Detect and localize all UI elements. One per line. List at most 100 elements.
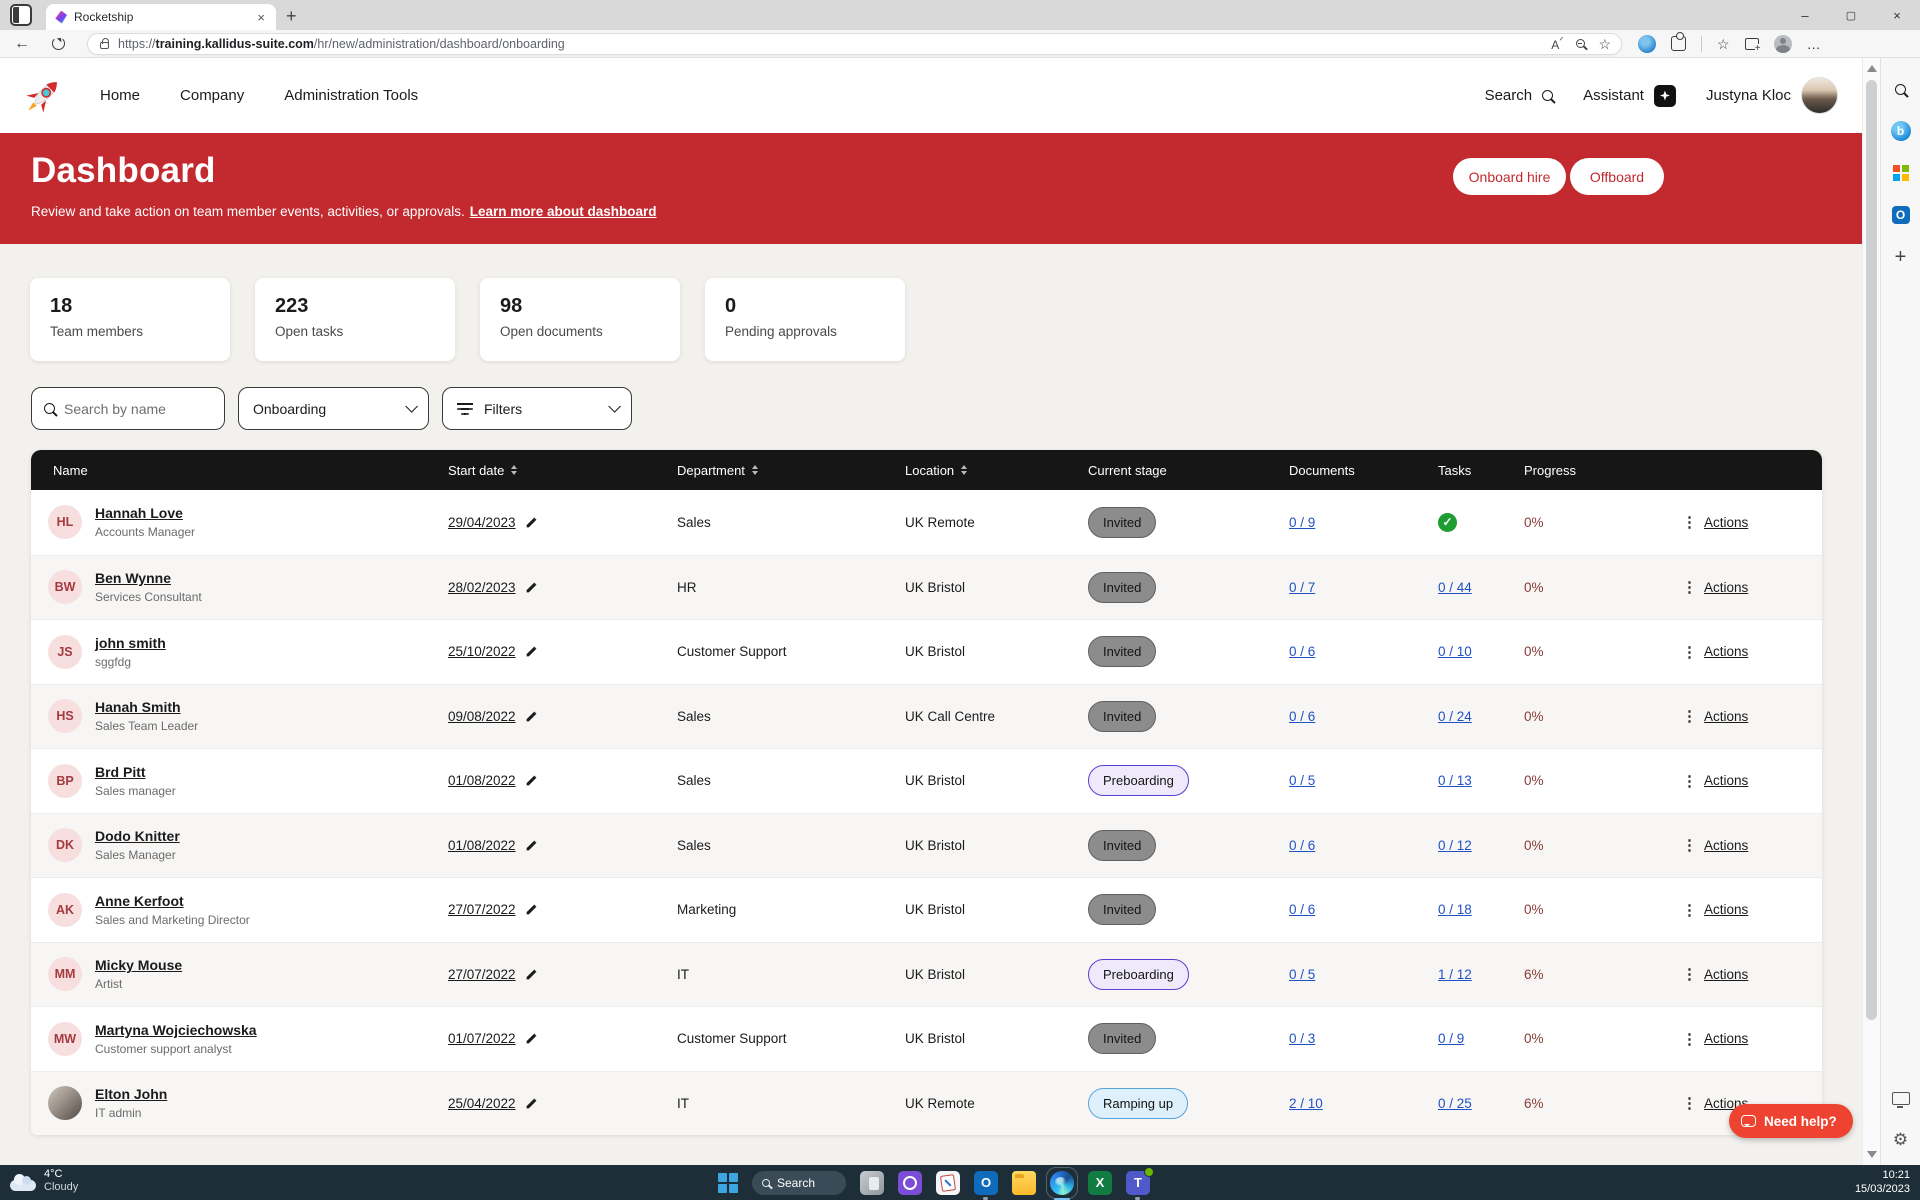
documents-link[interactable]: 0 / 6 xyxy=(1289,902,1315,917)
weather-widget[interactable]: 4°C Cloudy xyxy=(10,1168,78,1194)
learn-more-link[interactable]: Learn more about dashboard xyxy=(470,204,657,219)
collections-icon[interactable] xyxy=(1745,38,1759,50)
edit-date-icon[interactable] xyxy=(525,903,538,916)
start-date-link[interactable]: 27/07/2022 xyxy=(448,967,516,982)
documents-link[interactable]: 0 / 5 xyxy=(1289,967,1315,982)
window-minimize-button[interactable]: – xyxy=(1782,0,1828,30)
edit-date-icon[interactable] xyxy=(525,645,538,658)
documents-link[interactable]: 0 / 6 xyxy=(1289,709,1315,724)
page-scrollbar[interactable] xyxy=(1862,58,1880,1165)
edit-date-icon[interactable] xyxy=(525,1032,538,1045)
start-date-link[interactable]: 29/04/2023 xyxy=(448,515,516,530)
microsoft-365-icon[interactable] xyxy=(1890,162,1912,184)
documents-link[interactable]: 0 / 6 xyxy=(1289,644,1315,659)
tasks-link[interactable]: 0 / 13 xyxy=(1438,773,1472,788)
tasks-link[interactable]: 0 / 24 xyxy=(1438,709,1472,724)
browser-menu-icon[interactable]: … xyxy=(1807,37,1821,51)
kebab-menu-icon[interactable]: ⋮ xyxy=(1682,965,1697,983)
documents-link[interactable]: 0 / 5 xyxy=(1289,773,1315,788)
nav-administration-tools[interactable]: Administration Tools xyxy=(284,87,418,104)
employee-name-link[interactable]: Ben Wynne xyxy=(95,570,202,586)
edge-icon[interactable] xyxy=(1050,1171,1074,1195)
actions-link[interactable]: Actions xyxy=(1704,773,1748,788)
actions-link[interactable]: Actions xyxy=(1704,838,1748,853)
edit-date-icon[interactable] xyxy=(525,1097,538,1110)
extensions-puzzle-icon[interactable] xyxy=(1671,36,1686,51)
actions-link[interactable]: Actions xyxy=(1704,709,1748,724)
browser-profile-icon[interactable] xyxy=(1774,35,1792,53)
start-date-link[interactable]: 28/02/2023 xyxy=(448,580,516,595)
kebab-menu-icon[interactable]: ⋮ xyxy=(1682,578,1697,596)
kebab-menu-icon[interactable]: ⋮ xyxy=(1682,901,1697,919)
window-close-button[interactable]: × xyxy=(1874,0,1920,30)
actions-link[interactable]: Actions xyxy=(1704,1031,1748,1046)
rocketship-logo-icon[interactable] xyxy=(20,73,66,119)
start-date-link[interactable]: 25/04/2022 xyxy=(448,1096,516,1111)
need-help-button[interactable]: Need help? xyxy=(1729,1104,1853,1138)
zoom-out-icon[interactable] xyxy=(1576,39,1585,48)
window-maximize-button[interactable]: ▢ xyxy=(1828,0,1874,30)
nav-company[interactable]: Company xyxy=(180,87,244,104)
employee-name-link[interactable]: Anne Kerfoot xyxy=(95,893,250,909)
sidebar-add-icon[interactable]: + xyxy=(1890,246,1912,268)
scroll-down-icon[interactable] xyxy=(1867,1151,1877,1158)
outlook-sidebar-icon[interactable]: O xyxy=(1890,204,1912,226)
employee-name-link[interactable]: john smith xyxy=(95,635,166,651)
kebab-menu-icon[interactable]: ⋮ xyxy=(1682,1030,1697,1048)
employee-name-link[interactable]: Hanah Smith xyxy=(95,699,198,715)
actions-link[interactable]: Actions xyxy=(1704,902,1748,917)
start-date-link[interactable]: 01/07/2022 xyxy=(448,1031,516,1046)
bing-chat-icon[interactable]: b xyxy=(1890,120,1912,142)
tasks-link[interactable]: 1 / 12 xyxy=(1438,967,1472,982)
clipchamp-icon[interactable] xyxy=(898,1171,922,1195)
nav-home[interactable]: Home xyxy=(100,87,140,104)
column-department[interactable]: Department xyxy=(677,463,905,478)
window-app-icon[interactable] xyxy=(860,1171,884,1195)
tasks-link[interactable]: 0 / 18 xyxy=(1438,902,1472,917)
teams-icon[interactable]: T xyxy=(1126,1171,1150,1195)
tasks-link[interactable]: 0 / 12 xyxy=(1438,838,1472,853)
start-button[interactable] xyxy=(718,1173,738,1193)
kebab-menu-icon[interactable]: ⋮ xyxy=(1682,772,1697,790)
lock-icon[interactable] xyxy=(100,42,109,49)
actions-link[interactable]: Actions xyxy=(1704,644,1748,659)
tasks-link[interactable]: 0 / 10 xyxy=(1438,644,1472,659)
kebab-menu-icon[interactable]: ⋮ xyxy=(1682,707,1697,725)
new-tab-icon[interactable]: + xyxy=(286,7,297,25)
kebab-menu-icon[interactable]: ⋮ xyxy=(1682,1094,1697,1112)
documents-link[interactable]: 0 / 6 xyxy=(1289,838,1315,853)
read-aloud-icon[interactable]: Aᐟ xyxy=(1551,36,1563,52)
extension-icon[interactable] xyxy=(1638,35,1656,53)
tab-close-icon[interactable]: × xyxy=(254,10,268,25)
tasks-link[interactable]: 0 / 44 xyxy=(1438,580,1472,595)
back-icon[interactable]: ← xyxy=(14,35,30,53)
offboard-button[interactable]: Offboard xyxy=(1570,158,1664,195)
file-explorer-icon[interactable] xyxy=(1012,1171,1036,1195)
tasks-link[interactable]: 0 / 9 xyxy=(1438,1031,1464,1046)
edit-date-icon[interactable] xyxy=(525,516,538,529)
onboard-hire-button[interactable]: Onboard hire xyxy=(1453,158,1566,195)
address-bar[interactable]: https://training.kallidus-suite.com/hr/n… xyxy=(87,33,1622,55)
sidebar-screen-icon[interactable] xyxy=(1890,1087,1912,1109)
employee-name-link[interactable]: Brd Pitt xyxy=(95,764,176,780)
kebab-menu-icon[interactable]: ⋮ xyxy=(1682,836,1697,854)
search-by-name-input[interactable] xyxy=(64,401,194,417)
app-search-button[interactable]: Search xyxy=(1485,87,1554,104)
documents-link[interactable]: 2 / 10 xyxy=(1289,1096,1323,1111)
documents-link[interactable]: 0 / 9 xyxy=(1289,515,1315,530)
edit-date-icon[interactable] xyxy=(525,774,538,787)
actions-link[interactable]: Actions xyxy=(1704,967,1748,982)
add-favorite-icon[interactable]: ☆ xyxy=(1598,37,1611,51)
kebab-menu-icon[interactable]: ⋮ xyxy=(1682,513,1697,531)
edit-date-icon[interactable] xyxy=(525,710,538,723)
kebab-menu-icon[interactable]: ⋮ xyxy=(1682,643,1697,661)
employee-name-link[interactable]: Elton John xyxy=(95,1086,167,1102)
view-select[interactable]: Onboarding xyxy=(238,387,429,430)
actions-link[interactable]: Actions xyxy=(1704,580,1748,595)
actions-link[interactable]: Actions xyxy=(1704,515,1748,530)
browser-tab[interactable]: Rocketship × xyxy=(46,4,276,30)
start-date-link[interactable]: 25/10/2022 xyxy=(448,644,516,659)
excel-icon[interactable]: X xyxy=(1088,1171,1112,1195)
start-date-link[interactable]: 01/08/2022 xyxy=(448,838,516,853)
employee-name-link[interactable]: Dodo Knitter xyxy=(95,828,180,844)
